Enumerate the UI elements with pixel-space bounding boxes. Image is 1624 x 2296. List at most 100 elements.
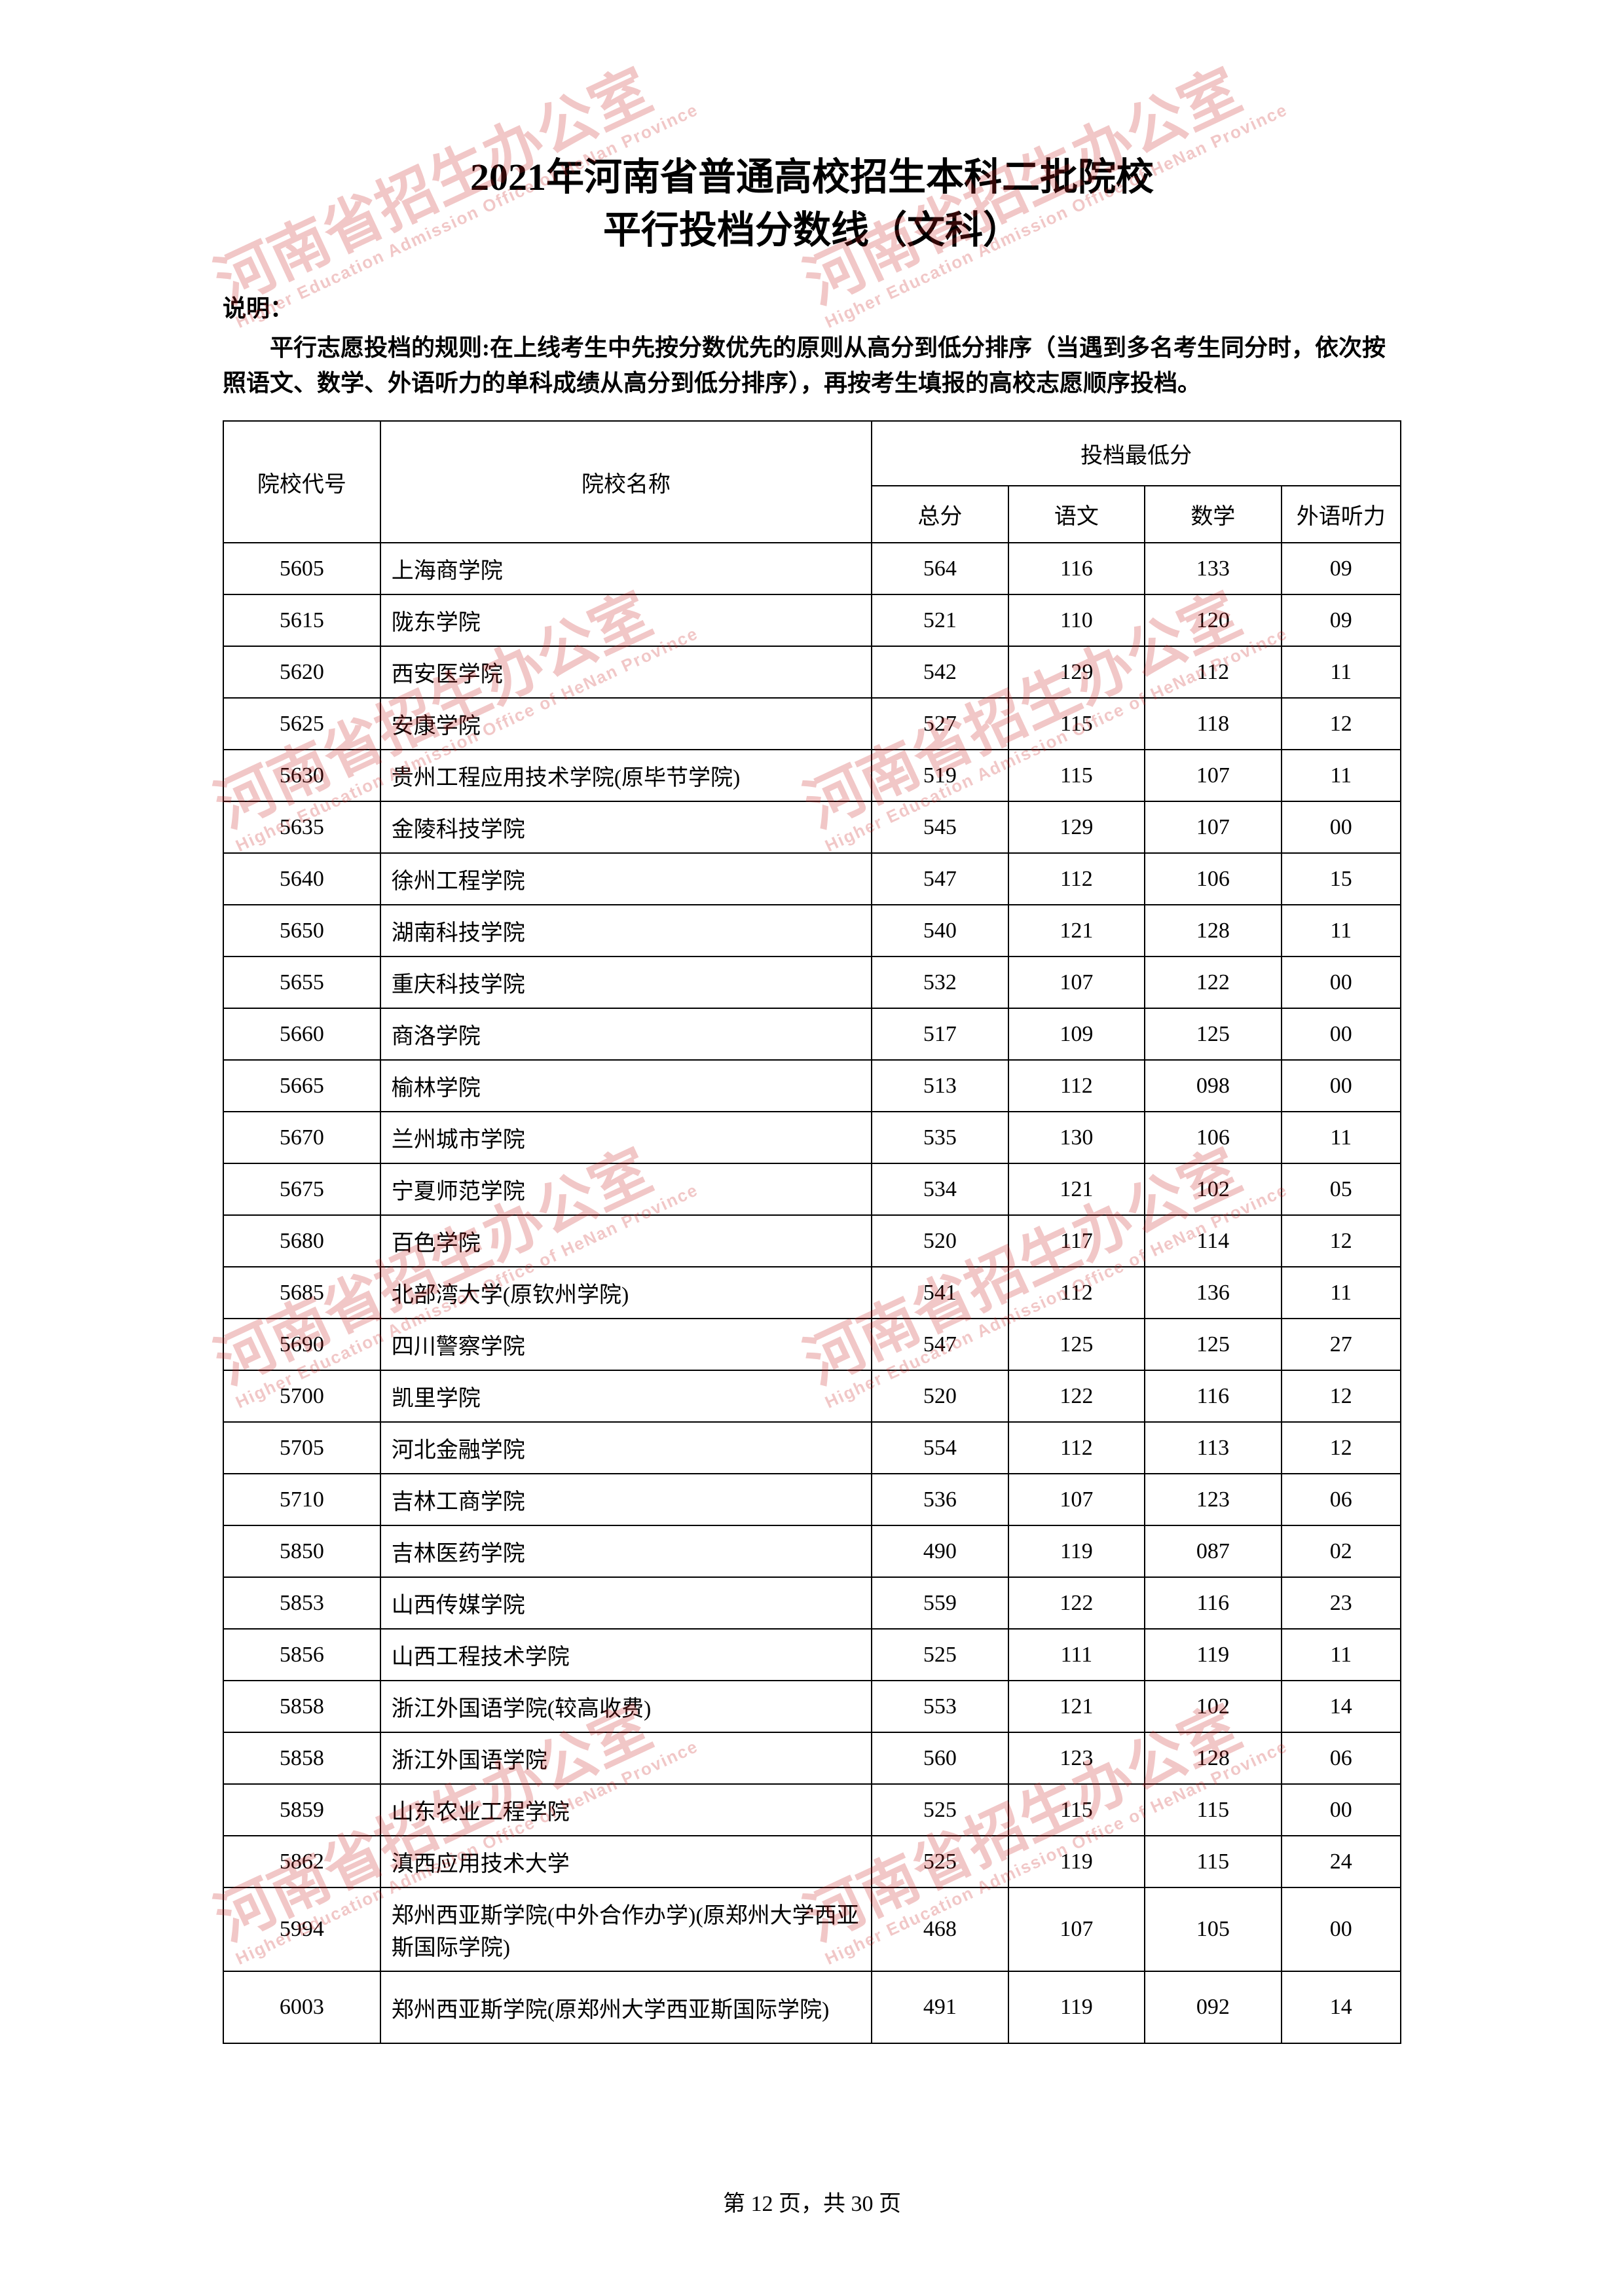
cell-total: 545 (872, 801, 1008, 853)
cell-chinese: 129 (1008, 801, 1145, 853)
cell-listening: 24 (1282, 1836, 1401, 1887)
cell-name: 山西传媒学院 (380, 1577, 872, 1629)
cell-name: 河北金融学院 (380, 1422, 872, 1474)
cell-total: 527 (872, 698, 1008, 750)
cell-total: 541 (872, 1267, 1008, 1319)
cell-math: 116 (1145, 1577, 1281, 1629)
cell-chinese: 109 (1008, 1008, 1145, 1060)
cell-math: 125 (1145, 1008, 1281, 1060)
cell-chinese: 119 (1008, 1971, 1145, 2043)
cell-name: 西安医学院 (380, 646, 872, 698)
document-title: 2021年河南省普通高校招生本科二批院校 平行投档分数线（文科） (223, 151, 1401, 257)
cell-code: 5680 (223, 1215, 380, 1267)
cell-chinese: 112 (1008, 1422, 1145, 1474)
cell-listening: 11 (1282, 1112, 1401, 1163)
cell-chinese: 129 (1008, 646, 1145, 698)
title-line-1: 2021年河南省普通高校招生本科二批院校 (223, 151, 1401, 204)
cell-name: 北部湾大学(原钦州学院) (380, 1267, 872, 1319)
cell-code: 5700 (223, 1370, 380, 1422)
table-row: 5685北部湾大学(原钦州学院)54111213611 (223, 1267, 1401, 1319)
cell-listening: 00 (1282, 1008, 1401, 1060)
cell-code: 5670 (223, 1112, 380, 1163)
cell-name: 湖南科技学院 (380, 905, 872, 957)
cell-name: 徐州工程学院 (380, 853, 872, 905)
table-row: 5690四川警察学院54712512527 (223, 1319, 1401, 1370)
cell-math: 116 (1145, 1370, 1281, 1422)
cell-code: 5620 (223, 646, 380, 698)
table-row: 5605上海商学院56411613309 (223, 543, 1401, 594)
cell-code: 6003 (223, 1971, 380, 2043)
table-row: 5994郑州西亚斯学院(中外合作办学)(原郑州大学西亚斯国际学院)4681071… (223, 1887, 1401, 1971)
cell-code: 5850 (223, 1525, 380, 1577)
cell-chinese: 119 (1008, 1525, 1145, 1577)
cell-listening: 11 (1282, 1267, 1401, 1319)
cell-name: 郑州西亚斯学院(中外合作办学)(原郑州大学西亚斯国际学院) (380, 1887, 872, 1971)
note-text: 平行志愿投档的规则:在上线考生中先按分数优先的原则从高分到低分排序（当遇到多名考… (223, 330, 1401, 401)
score-table: 院校代号 院校名称 投档最低分 总分 语文 数学 外语听力 5605上海商学院5… (223, 420, 1401, 2044)
cell-listening: 11 (1282, 646, 1401, 698)
cell-chinese: 122 (1008, 1577, 1145, 1629)
table-row: 5660商洛学院51710912500 (223, 1008, 1401, 1060)
cell-math: 115 (1145, 1784, 1281, 1836)
cell-code: 5994 (223, 1887, 380, 1971)
cell-math: 113 (1145, 1422, 1281, 1474)
note-block: 说明： 平行志愿投档的规则:在上线考生中先按分数优先的原则从高分到低分排序（当遇… (223, 289, 1401, 401)
table-row: 5859山东农业工程学院52511511500 (223, 1784, 1401, 1836)
cell-total: 534 (872, 1163, 1008, 1215)
cell-listening: 12 (1282, 1422, 1401, 1474)
cell-math: 106 (1145, 853, 1281, 905)
cell-math: 119 (1145, 1629, 1281, 1681)
cell-chinese: 119 (1008, 1836, 1145, 1887)
cell-chinese: 130 (1008, 1112, 1145, 1163)
cell-name: 金陵科技学院 (380, 801, 872, 853)
footer-text: 第 12 页，共 30 页 (723, 2192, 901, 2216)
cell-name: 陇东学院 (380, 594, 872, 646)
cell-chinese: 121 (1008, 1681, 1145, 1732)
table-row: 5635金陵科技学院54512910700 (223, 801, 1401, 853)
cell-chinese: 115 (1008, 750, 1145, 801)
cell-name: 浙江外国语学院(较高收费) (380, 1681, 872, 1732)
cell-total: 520 (872, 1370, 1008, 1422)
cell-listening: 00 (1282, 1060, 1401, 1112)
th-math: 数学 (1145, 486, 1281, 543)
cell-math: 087 (1145, 1525, 1281, 1577)
cell-listening: 14 (1282, 1681, 1401, 1732)
table-row: 5680百色学院52011711412 (223, 1215, 1401, 1267)
cell-chinese: 121 (1008, 905, 1145, 957)
cell-code: 5630 (223, 750, 380, 801)
cell-code: 5635 (223, 801, 380, 853)
cell-math: 092 (1145, 1971, 1281, 2043)
page-footer: 第 12 页，共 30 页 (0, 2185, 1624, 2217)
cell-total: 525 (872, 1836, 1008, 1887)
table-row: 5630贵州工程应用技术学院(原毕节学院)51911510711 (223, 750, 1401, 801)
table-row: 5700凯里学院52012211612 (223, 1370, 1401, 1422)
cell-listening: 27 (1282, 1319, 1401, 1370)
cell-listening: 06 (1282, 1474, 1401, 1525)
cell-code: 5853 (223, 1577, 380, 1629)
cell-code: 5660 (223, 1008, 380, 1060)
cell-math: 105 (1145, 1887, 1281, 1971)
cell-total: 525 (872, 1784, 1008, 1836)
cell-name: 吉林工商学院 (380, 1474, 872, 1525)
cell-name: 吉林医药学院 (380, 1525, 872, 1577)
cell-total: 513 (872, 1060, 1008, 1112)
cell-chinese: 116 (1008, 543, 1145, 594)
cell-listening: 02 (1282, 1525, 1401, 1577)
cell-code: 5862 (223, 1836, 380, 1887)
table-row: 5862滇西应用技术大学52511911524 (223, 1836, 1401, 1887)
cell-math: 098 (1145, 1060, 1281, 1112)
cell-chinese: 121 (1008, 1163, 1145, 1215)
cell-code: 5690 (223, 1319, 380, 1370)
th-chinese: 语文 (1008, 486, 1145, 543)
cell-chinese: 111 (1008, 1629, 1145, 1681)
cell-name: 兰州城市学院 (380, 1112, 872, 1163)
cell-code: 5640 (223, 853, 380, 905)
cell-code: 5615 (223, 594, 380, 646)
cell-listening: 00 (1282, 1784, 1401, 1836)
table-row: 5675宁夏师范学院53412110205 (223, 1163, 1401, 1215)
cell-code: 5856 (223, 1629, 380, 1681)
cell-math: 120 (1145, 594, 1281, 646)
cell-total: 540 (872, 905, 1008, 957)
cell-listening: 12 (1282, 1215, 1401, 1267)
cell-math: 107 (1145, 750, 1281, 801)
